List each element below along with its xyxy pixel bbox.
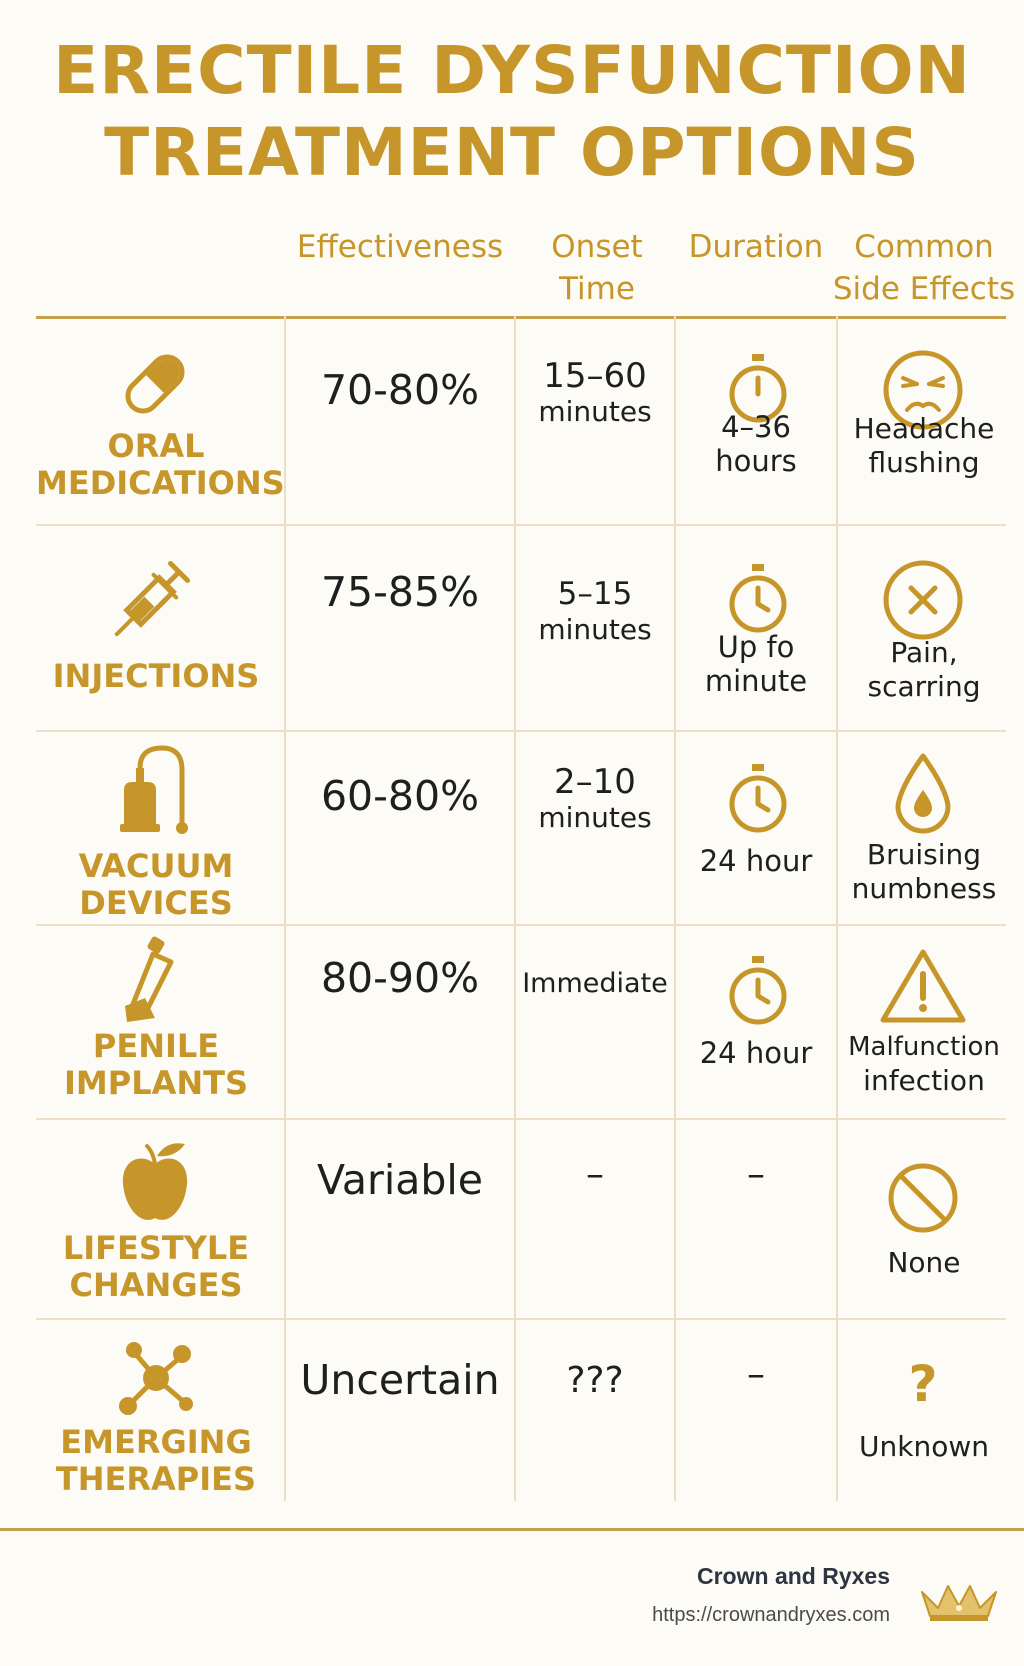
side-effects-value: Headache flushing [853,412,995,479]
effectiveness-value: Variable [316,1156,483,1204]
column-divider [674,316,676,1501]
title-line-1: ERECTILE DYSFUNCTION [53,32,971,109]
column-divider [284,316,286,1501]
duration-value: 24 hour [699,844,813,878]
onset-time-value: 5–15 minutes [538,576,652,646]
duration-value: – [747,1154,765,1195]
stopwatch-icon [718,762,798,836]
effectiveness-value: 70-80% [320,366,480,414]
header-rule [36,316,1006,319]
effectiveness-value: 60-80% [320,772,480,820]
question-icon: ? [908,1355,938,1413]
category-label: ORAL MEDICATIONS [36,427,285,502]
warning-icon [878,946,968,1026]
duration-value: 4–36 hours [715,410,797,478]
side-effects-value: Pain, scarring [867,636,981,703]
effectiveness-value: 80-90% [320,954,480,1002]
column-divider [514,316,516,1501]
footer-rule [0,1528,1024,1531]
category-label: EMERGING THERAPIES [55,1423,257,1498]
header-duration: Duration [688,229,824,265]
brand-url[interactable]: https://crownandryxes.com [652,1604,890,1626]
row-divider [36,1318,1006,1320]
header-effectiveness: Effectiveness [296,229,504,265]
onset-time-value: 2–10 minutes [538,762,652,834]
apple-icon [98,1138,212,1228]
category-label: VACUUM DEVICES [78,847,234,922]
side-effects-value: Unknown [859,1430,989,1463]
onset-time-value: ??? [566,1360,624,1401]
category-label: INJECTIONS [52,657,260,695]
side-effects-value: Malfunction infection [848,1032,1000,1097]
droplet-icon [878,750,968,840]
duration-value: – [747,1354,765,1395]
header-onset-time: Onset Time [551,229,643,307]
stopwatch-icon [718,562,798,636]
effectiveness-value: Uncertain [300,1356,500,1404]
title-line-2: TREATMENT OPTIONS [104,114,920,191]
molecule-icon [98,1332,212,1422]
sad-face-icon [878,348,968,432]
stopwatch-icon [718,352,798,426]
vacuum-device-icon [98,742,212,838]
category-label: LIFESTYLE CHANGES [62,1229,250,1304]
stopwatch-icon [718,954,798,1028]
implant-icon [98,936,212,1026]
row-divider [36,730,1006,732]
header-side-effects: Common Side Effects [832,229,1016,307]
x-circle-icon [878,558,968,642]
duration-value: Up fo minute [704,630,808,698]
effectiveness-value: 75-85% [320,568,480,616]
crown-icon [918,1578,1000,1624]
side-effects-value: None [887,1246,961,1279]
onset-time-value: – [586,1154,604,1195]
row-divider [36,1118,1006,1120]
row-divider [36,924,1006,926]
row-divider [36,524,1006,526]
onset-time-value: Immediate [522,968,668,999]
category-label: PENILE IMPLANTS [63,1027,248,1102]
syringe-icon [98,544,212,648]
prohibited-icon [878,1160,968,1236]
page-title: ERECTILE DYSFUNCTION TREATMENT OPTIONS [0,30,1024,194]
brand-name: Crown and Ryxes [697,1563,890,1589]
side-effects-value: Bruising numbness [851,838,997,905]
column-divider [836,316,838,1501]
pill-icon [98,342,212,426]
duration-value: 24 hour [699,1036,813,1070]
onset-time-value: 15–60 minutes [538,356,652,428]
